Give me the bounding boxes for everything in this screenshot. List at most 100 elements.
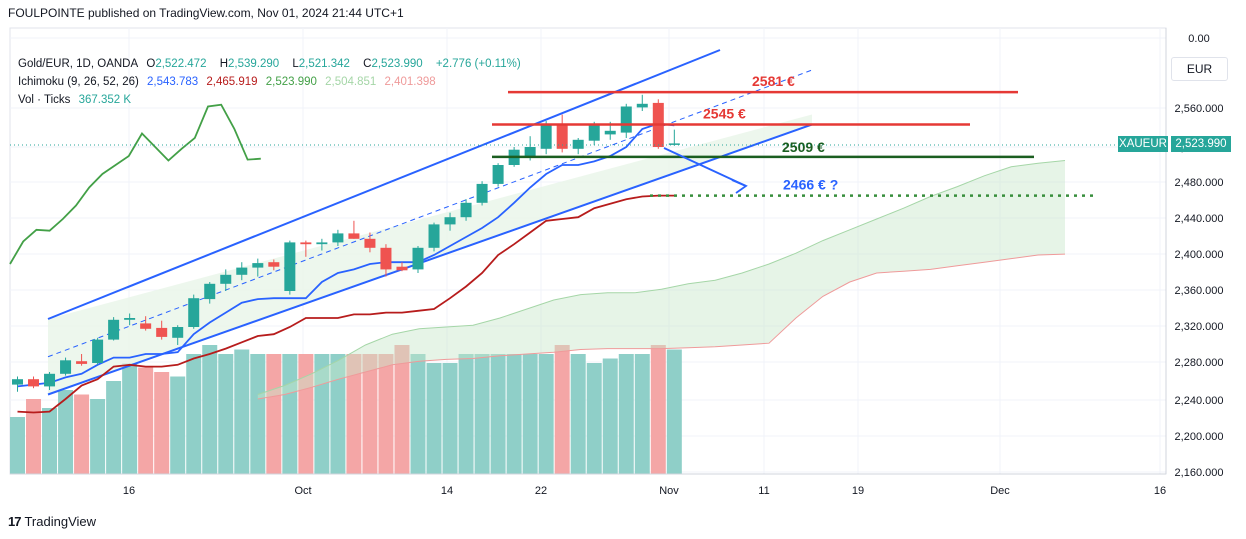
close-label: C	[363, 58, 372, 70]
candle-body	[92, 339, 104, 363]
candle	[12, 376, 23, 392]
channel-fill	[48, 114, 812, 395]
candle	[300, 240, 312, 257]
publisher-header: FOULPOINTE published on TradingView.com,…	[8, 6, 404, 20]
x-tick-label: 16	[1154, 485, 1166, 497]
candle-body	[444, 217, 456, 225]
ichimoku-lagging-line	[9, 103, 261, 265]
candle	[540, 120, 552, 155]
ichimoku-conversion-line	[17, 122, 675, 388]
candle-body	[268, 262, 280, 267]
volume-bar	[266, 354, 282, 474]
volume-bar	[666, 349, 682, 474]
y-tick-label: 2,360.000	[1175, 285, 1224, 297]
candle	[460, 199, 472, 221]
price-channel	[47, 49, 813, 396]
volume-bar	[58, 390, 74, 474]
volume-bar	[346, 354, 362, 474]
candle	[28, 376, 40, 389]
candle-body	[524, 147, 536, 158]
ichimoku-base-value: 2,465.919	[206, 76, 258, 88]
volume-bar	[26, 399, 42, 474]
candle	[572, 138, 584, 155]
ichimoku-cloud-fill	[257, 160, 1065, 399]
candle	[124, 313, 136, 326]
candle	[348, 220, 360, 239]
candle	[156, 320, 168, 340]
change-value: +2.776 (+0.11%)	[435, 58, 521, 70]
currency-button[interactable]: EUR	[1171, 57, 1228, 81]
volume-bar	[218, 354, 234, 474]
candle	[236, 262, 248, 281]
channel-median	[47, 69, 813, 358]
x-tick-label: 19	[852, 485, 864, 497]
volume-bar	[506, 354, 522, 474]
volume-bar	[122, 363, 138, 474]
candle-body	[332, 233, 344, 243]
resistance-2581-label: 2581 €	[752, 73, 795, 89]
channel-lower	[47, 123, 813, 396]
candle-body	[588, 124, 600, 141]
volume-bar	[602, 358, 618, 474]
open-value: 2,522.472	[155, 58, 207, 70]
candle-body	[572, 139, 584, 149]
levels: 2581 € 2545 € 2509 € 2466 € ?	[10, 73, 1118, 197]
volume-bar	[394, 345, 410, 474]
volume-bar	[634, 354, 650, 474]
volume-bar	[10, 417, 25, 474]
candle	[332, 229, 344, 246]
open-label: O	[146, 58, 156, 70]
channel-upper	[47, 49, 721, 320]
symbol-name: Gold/EUR, 1D, OANDA	[18, 58, 139, 70]
close-value: 2,523.990	[371, 58, 423, 70]
volume-bar	[330, 354, 346, 474]
candle-body	[460, 202, 472, 218]
volume-bar	[490, 354, 506, 474]
volume-bar	[538, 354, 554, 474]
candle-body	[668, 143, 680, 145]
tradingview-footer[interactable]: 17 TradingView	[8, 514, 96, 529]
volume-bar	[282, 354, 298, 474]
candle	[556, 114, 568, 153]
candle	[428, 222, 440, 252]
candle	[252, 258, 264, 277]
y-tick-label: 2,440.000	[1175, 213, 1224, 225]
candle	[140, 316, 152, 331]
volume-bar	[154, 372, 170, 474]
candle-body	[636, 103, 648, 108]
low-label: L	[292, 58, 299, 70]
low-value: 2,521.342	[298, 58, 350, 70]
volume-bar	[202, 345, 218, 474]
candle	[108, 317, 120, 341]
candle	[636, 94, 648, 111]
tradingview-logo-icon: 17	[8, 514, 22, 529]
resistance-2545-label: 2545 €	[703, 106, 746, 122]
candle-body	[172, 327, 184, 338]
candle	[444, 212, 456, 231]
volume-bar	[378, 354, 394, 474]
volume-bar	[650, 345, 666, 474]
volume-bar	[106, 381, 122, 474]
candle	[668, 129, 680, 146]
candle-body	[604, 130, 616, 135]
candle	[188, 294, 200, 329]
candle-body	[156, 327, 168, 337]
y-tick-label: 2,480.000	[1175, 177, 1224, 189]
volume-legend: Vol · Ticks 367.352 K	[18, 94, 136, 106]
candle	[364, 232, 376, 253]
candle	[60, 357, 72, 376]
candle-body	[204, 283, 216, 300]
y-tick-label: 2,240.000	[1175, 395, 1224, 407]
ichimoku-legend: Ichimoku (9, 26, 52, 26) 2,543.783 2,465…	[18, 76, 441, 88]
target-2466-label: 2466 € ?	[783, 177, 838, 193]
brand-name: TradingView	[24, 514, 97, 529]
candle	[92, 337, 104, 365]
candle-body	[492, 165, 504, 184]
volume-bar	[410, 354, 426, 474]
candle-body	[348, 233, 360, 239]
candle	[76, 354, 88, 366]
ichimoku-label: Ichimoku (9, 26, 52, 26)	[18, 76, 139, 88]
y-tick-label: 2,320.000	[1175, 321, 1224, 333]
ichimoku-base-line	[17, 194, 675, 414]
volume-bar	[234, 349, 250, 474]
